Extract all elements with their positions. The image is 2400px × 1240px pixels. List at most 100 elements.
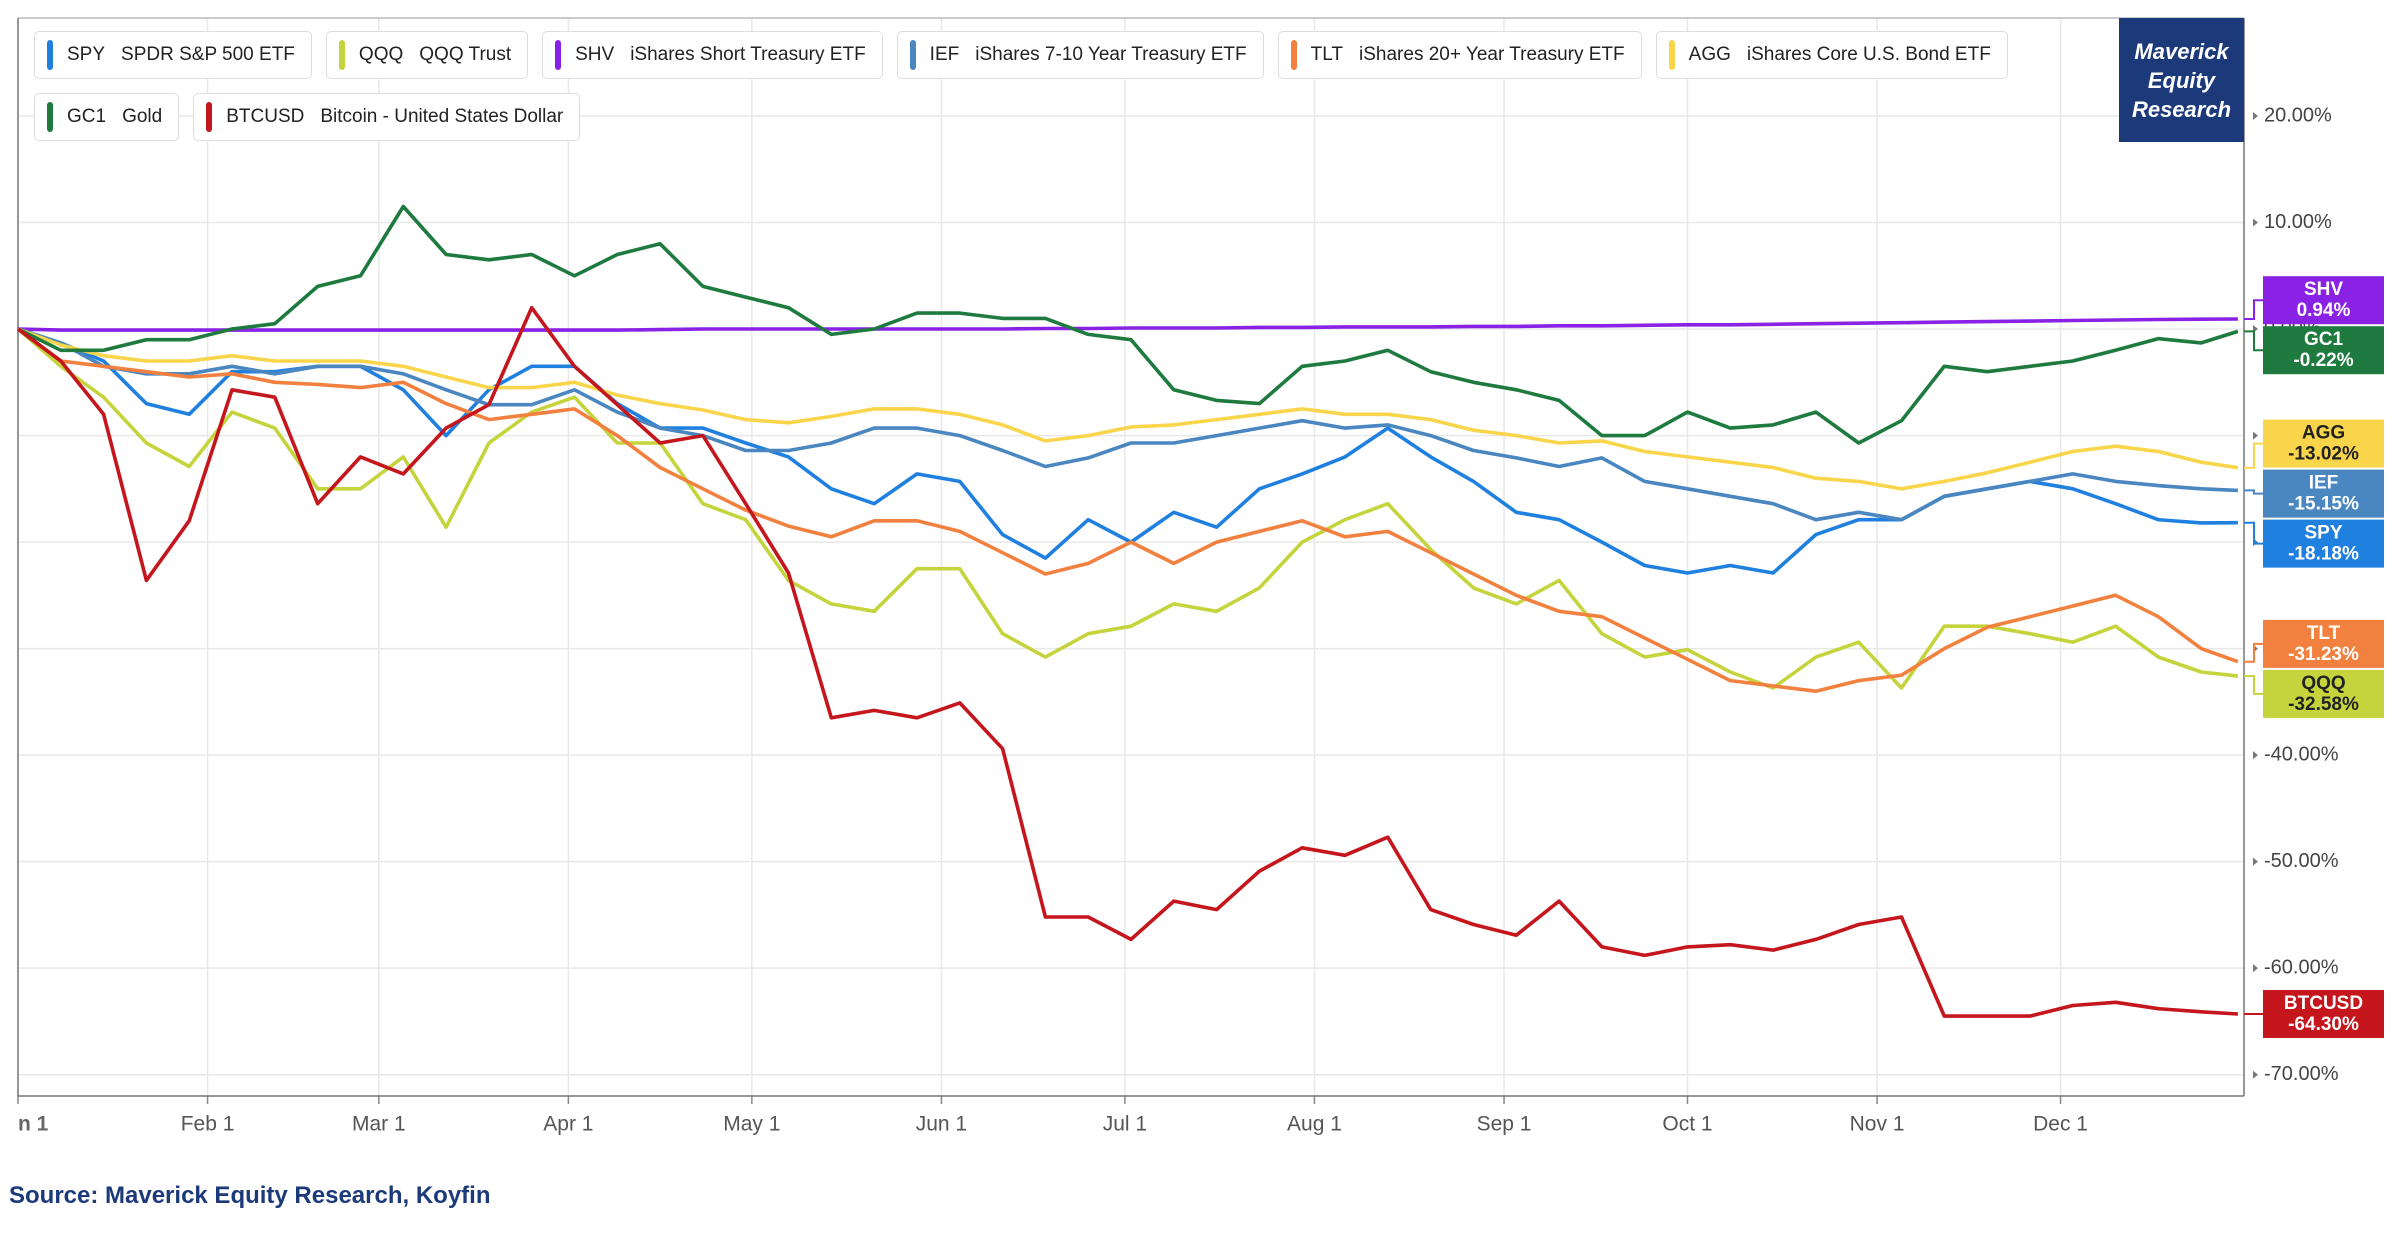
badge-name: SPY [2304,523,2342,544]
badge-value: -64.30% [2288,1014,2359,1035]
badge-value: -0.22% [2293,350,2353,371]
y-tick [2253,431,2258,440]
badge-name: BTCUSD [2284,993,2363,1014]
legend-item[interactable]: GC1 Gold [34,93,180,141]
y-tick-label: -70.00% [2264,1063,2339,1085]
y-tick [2253,218,2258,227]
legend-description: iShares Core U.S. Bond ETF [1746,44,1991,65]
series-line [17,204,2239,445]
legend-description: Gold [122,106,163,127]
legend-ticker: BTCUSD [226,106,305,127]
y-tick-label: 10.00% [2264,211,2332,233]
badge-value: -18.18% [2288,544,2359,565]
badge-name: TLT [2307,623,2341,644]
y-tick [2253,1070,2258,1079]
legend-item[interactable]: QQQ QQQ Trust [325,31,529,79]
legend-description: iShares Short Treasury ETF [630,44,866,65]
legend-item[interactable]: TLT iShares 20+ Year Treasury ETF [1277,31,1642,79]
badge-name: IEF [2309,473,2339,494]
legend-item[interactable]: AGG iShares Core U.S. Bond ETF [1655,31,2008,79]
badge-value: 0.94% [2297,300,2351,321]
legend-ticker: QQQ [358,44,404,65]
series-line [16,305,2239,1018]
y-tick-label: -60.00% [2264,956,2339,978]
x-tick-label: Oct 1 [1662,1113,1712,1136]
end-badge [2263,326,2384,375]
end-badge [2263,419,2384,468]
y-tick-label: -50.00% [2264,850,2339,872]
badge-name: AGG [2302,423,2345,444]
x-tick-label: Jun 1 [916,1113,967,1136]
end-badge [2263,276,2384,325]
legend-ticker: SPY [67,44,106,65]
legend-swatch [206,102,213,132]
x-tick-label: Dec 1 [2033,1113,2088,1136]
legend-item[interactable]: BTCUSD Bitcoin - United States Dollar [193,93,581,141]
legend-ticker: AGG [1688,44,1731,65]
end-badge [2263,519,2384,568]
series-line [17,317,2238,332]
legend-item[interactable]: SPY SPDR S&P 500 ETF [34,31,312,79]
legend-ticker: IEF [929,44,960,65]
y-tick [2253,112,2258,120]
legend-item[interactable]: IEF iShares 7-10 Year Treasury ETF [896,31,1264,79]
y-tick-label: 20.00% [2264,104,2332,126]
legend-ticker: GC1 [67,106,107,127]
legend-description: iShares 20+ Year Treasury ETF [1359,44,1625,65]
badge-connector [2244,442,2263,469]
x-tick-label: May 1 [723,1113,780,1136]
x-tick-label: Feb 1 [181,1113,235,1136]
y-tick [2253,751,2258,760]
badge-value: -13.02% [2288,444,2359,465]
x-tick-label: Apr 1 [543,1113,593,1136]
legend-description: iShares 7-10 Year Treasury ETF [975,44,1247,65]
badge-name: QQQ [2301,673,2345,694]
badge-connector [2244,521,2263,545]
x-tick-label: Nov 1 [1850,1113,1905,1136]
source-note: Source: Maverick Equity Research, Koyfin [9,1182,491,1209]
badge-connector [2244,675,2263,695]
x-tick-label: Mar 1 [352,1113,406,1136]
badge-connector [2244,489,2263,495]
legend-item[interactable]: SHV iShares Short Treasury ETF [542,31,883,79]
legend-swatch [555,40,562,70]
badge-name: GC1 [2304,329,2344,350]
end-badge [2263,469,2384,518]
badge-value: -32.58% [2288,694,2359,715]
x-tick-label: n 1 [18,1113,49,1136]
logo: Maverick Equity Research [2119,18,2244,142]
legend-swatch [338,40,345,70]
y-tick [2253,857,2258,866]
series-line [17,327,2239,491]
end-badge [2263,669,2384,718]
legend-description: QQQ Trust [419,44,512,65]
legend-description: Bitcoin - United States Dollar [320,106,564,127]
legend-swatch [47,102,53,132]
series-line [16,327,2239,690]
x-tick-label: Aug 1 [1287,1113,1342,1136]
legend: SPY SPDR S&P 500 ETF QQQ QQQ Trust SHV iShare… [34,31,2094,141]
y-tick-label: -40.00% [2264,743,2339,765]
badge-connector [2244,299,2263,321]
end-badge [2263,619,2384,668]
badge-connector [2244,330,2263,352]
legend-swatch [1668,40,1675,70]
legend-swatch [47,40,53,70]
end-badge [2263,989,2384,1038]
badge-value: -31.23% [2288,644,2359,665]
x-tick-label: Jul 1 [1103,1113,1147,1136]
y-tick [2253,964,2258,973]
legend-swatch [909,40,916,70]
badge-connector [2244,642,2263,663]
series-line [17,327,2238,522]
legend-description: SPDR S&P 500 ETF [121,44,295,65]
badge-name: SHV [2304,279,2343,300]
legend-swatch [1290,40,1297,70]
legend-ticker: TLT [1310,44,1344,65]
series-line [16,327,2239,693]
x-tick-label: Sep 1 [1477,1113,1532,1136]
badge-value: -15.15% [2288,494,2359,515]
legend-ticker: SHV [575,44,615,65]
